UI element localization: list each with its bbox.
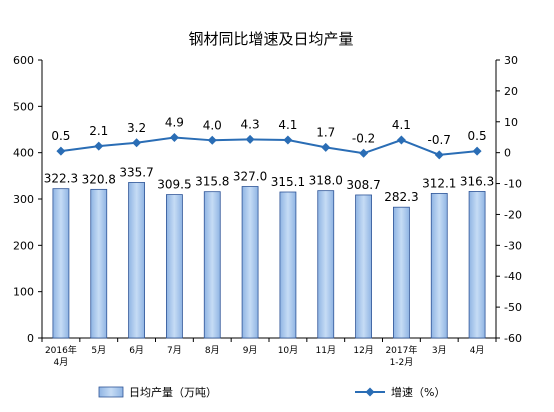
left-tick-label: 500 bbox=[13, 100, 34, 113]
x-tick-label: 3月 bbox=[432, 345, 447, 356]
left-tick-label: 0 bbox=[27, 332, 34, 345]
right-tick-label: 20 bbox=[504, 85, 518, 98]
line-point bbox=[396, 135, 406, 145]
bar bbox=[468, 191, 486, 339]
line-point bbox=[321, 142, 331, 152]
line-value-label: 4.1 bbox=[392, 118, 411, 132]
line-value-label: 4.3 bbox=[241, 117, 260, 131]
bar bbox=[279, 191, 297, 339]
x-tick-label: 5月 bbox=[91, 345, 106, 356]
growth-line bbox=[60, 136, 478, 156]
legend-line-label: 增速（%） bbox=[391, 385, 445, 399]
bar bbox=[393, 206, 410, 339]
line-value-label: -0.7 bbox=[428, 133, 451, 147]
x-tick-label: 7月 bbox=[167, 345, 182, 356]
line-value-label: 4.0 bbox=[203, 118, 222, 132]
bar-value-label: 327.0 bbox=[233, 169, 267, 183]
legend-bar-label: 日均产量（万吨） bbox=[129, 385, 217, 399]
line-point bbox=[283, 135, 293, 145]
bar bbox=[317, 190, 335, 339]
x-tick-label: 2017年 bbox=[385, 344, 417, 356]
bar-value-label: 282.3 bbox=[384, 190, 418, 204]
line-value-label: 4.1 bbox=[278, 118, 297, 132]
x-tick-label: 11月 bbox=[316, 345, 336, 356]
line-value-label: 4.9 bbox=[165, 116, 184, 130]
bar-value-label: 335.7 bbox=[119, 165, 153, 179]
left-tick-label: 100 bbox=[13, 286, 34, 299]
bar bbox=[128, 182, 145, 339]
left-tick-label: 400 bbox=[13, 147, 34, 160]
line-value-label: 0.5 bbox=[51, 129, 70, 143]
right-tick-label: -40 bbox=[504, 270, 522, 283]
bar bbox=[430, 192, 448, 339]
legend-line-marker bbox=[365, 387, 375, 397]
right-tick-label: 0 bbox=[504, 147, 511, 160]
bar-value-label: 318.0 bbox=[309, 174, 343, 188]
line-value-label: 2.1 bbox=[89, 124, 108, 138]
right-tick-label: -20 bbox=[504, 208, 522, 221]
chart-title: 钢材同比增速及日均产量 bbox=[188, 30, 353, 48]
left-tick-label: 200 bbox=[13, 239, 34, 252]
line-point bbox=[169, 133, 179, 143]
bar bbox=[166, 194, 183, 339]
bar bbox=[90, 188, 108, 339]
line-point bbox=[207, 135, 217, 145]
line-point bbox=[132, 138, 142, 148]
right-tick-label: -60 bbox=[504, 332, 522, 345]
x-tick-label: 12月 bbox=[353, 345, 373, 356]
bar bbox=[203, 191, 221, 339]
x-tick-label: 8月 bbox=[205, 345, 220, 356]
bar-value-label: 315.1 bbox=[271, 175, 305, 189]
plot-area: 0 100 200 300 400 500 600 -60 -50 -40 -30 -20 -10 0 10… bbox=[13, 54, 522, 368]
bar-value-label: 320.8 bbox=[82, 172, 116, 186]
bar-value-label: 309.5 bbox=[157, 178, 191, 192]
bar-value-label: 308.7 bbox=[346, 178, 380, 192]
line-point bbox=[94, 141, 104, 151]
left-tick-label: 300 bbox=[13, 193, 34, 206]
right-tick-label: -30 bbox=[504, 239, 522, 252]
bar-value-label: 312.1 bbox=[422, 176, 456, 190]
x-tick-label: 1-2月 bbox=[390, 357, 414, 368]
legend-bar-swatch bbox=[98, 386, 124, 398]
bar-value-label: 322.3 bbox=[44, 172, 78, 186]
bar bbox=[241, 186, 259, 339]
line-point bbox=[359, 148, 369, 158]
line-value-label: 0.5 bbox=[468, 129, 487, 143]
line-value-label: 3.2 bbox=[127, 121, 146, 135]
left-tick-label: 600 bbox=[13, 54, 34, 67]
x-tick-label: 6月 bbox=[129, 345, 144, 356]
bar bbox=[52, 188, 70, 339]
line-point bbox=[245, 134, 255, 144]
line-value-label: -0.2 bbox=[352, 131, 375, 145]
x-tick-label: 4月 bbox=[54, 357, 69, 368]
line-value-label: 1.7 bbox=[316, 125, 335, 139]
line-point bbox=[56, 146, 66, 156]
right-tick-label: -50 bbox=[504, 301, 522, 314]
x-tick-label: 9月 bbox=[243, 345, 258, 356]
bar-value-label: 315.8 bbox=[195, 175, 229, 189]
line-point bbox=[472, 146, 482, 156]
legend: 日均产量（万吨） 增速（%） bbox=[98, 385, 445, 399]
x-tick-label: 2016年 bbox=[45, 344, 77, 356]
bar bbox=[355, 194, 372, 339]
bar-value-label: 316.3 bbox=[460, 174, 494, 188]
right-tick-label: 10 bbox=[504, 116, 518, 129]
right-tick-label: -10 bbox=[504, 178, 522, 191]
x-tick-label: 10月 bbox=[278, 345, 298, 356]
line-point bbox=[434, 150, 444, 160]
x-tick-label: 4月 bbox=[470, 345, 485, 356]
right-tick-label: 30 bbox=[504, 54, 518, 67]
